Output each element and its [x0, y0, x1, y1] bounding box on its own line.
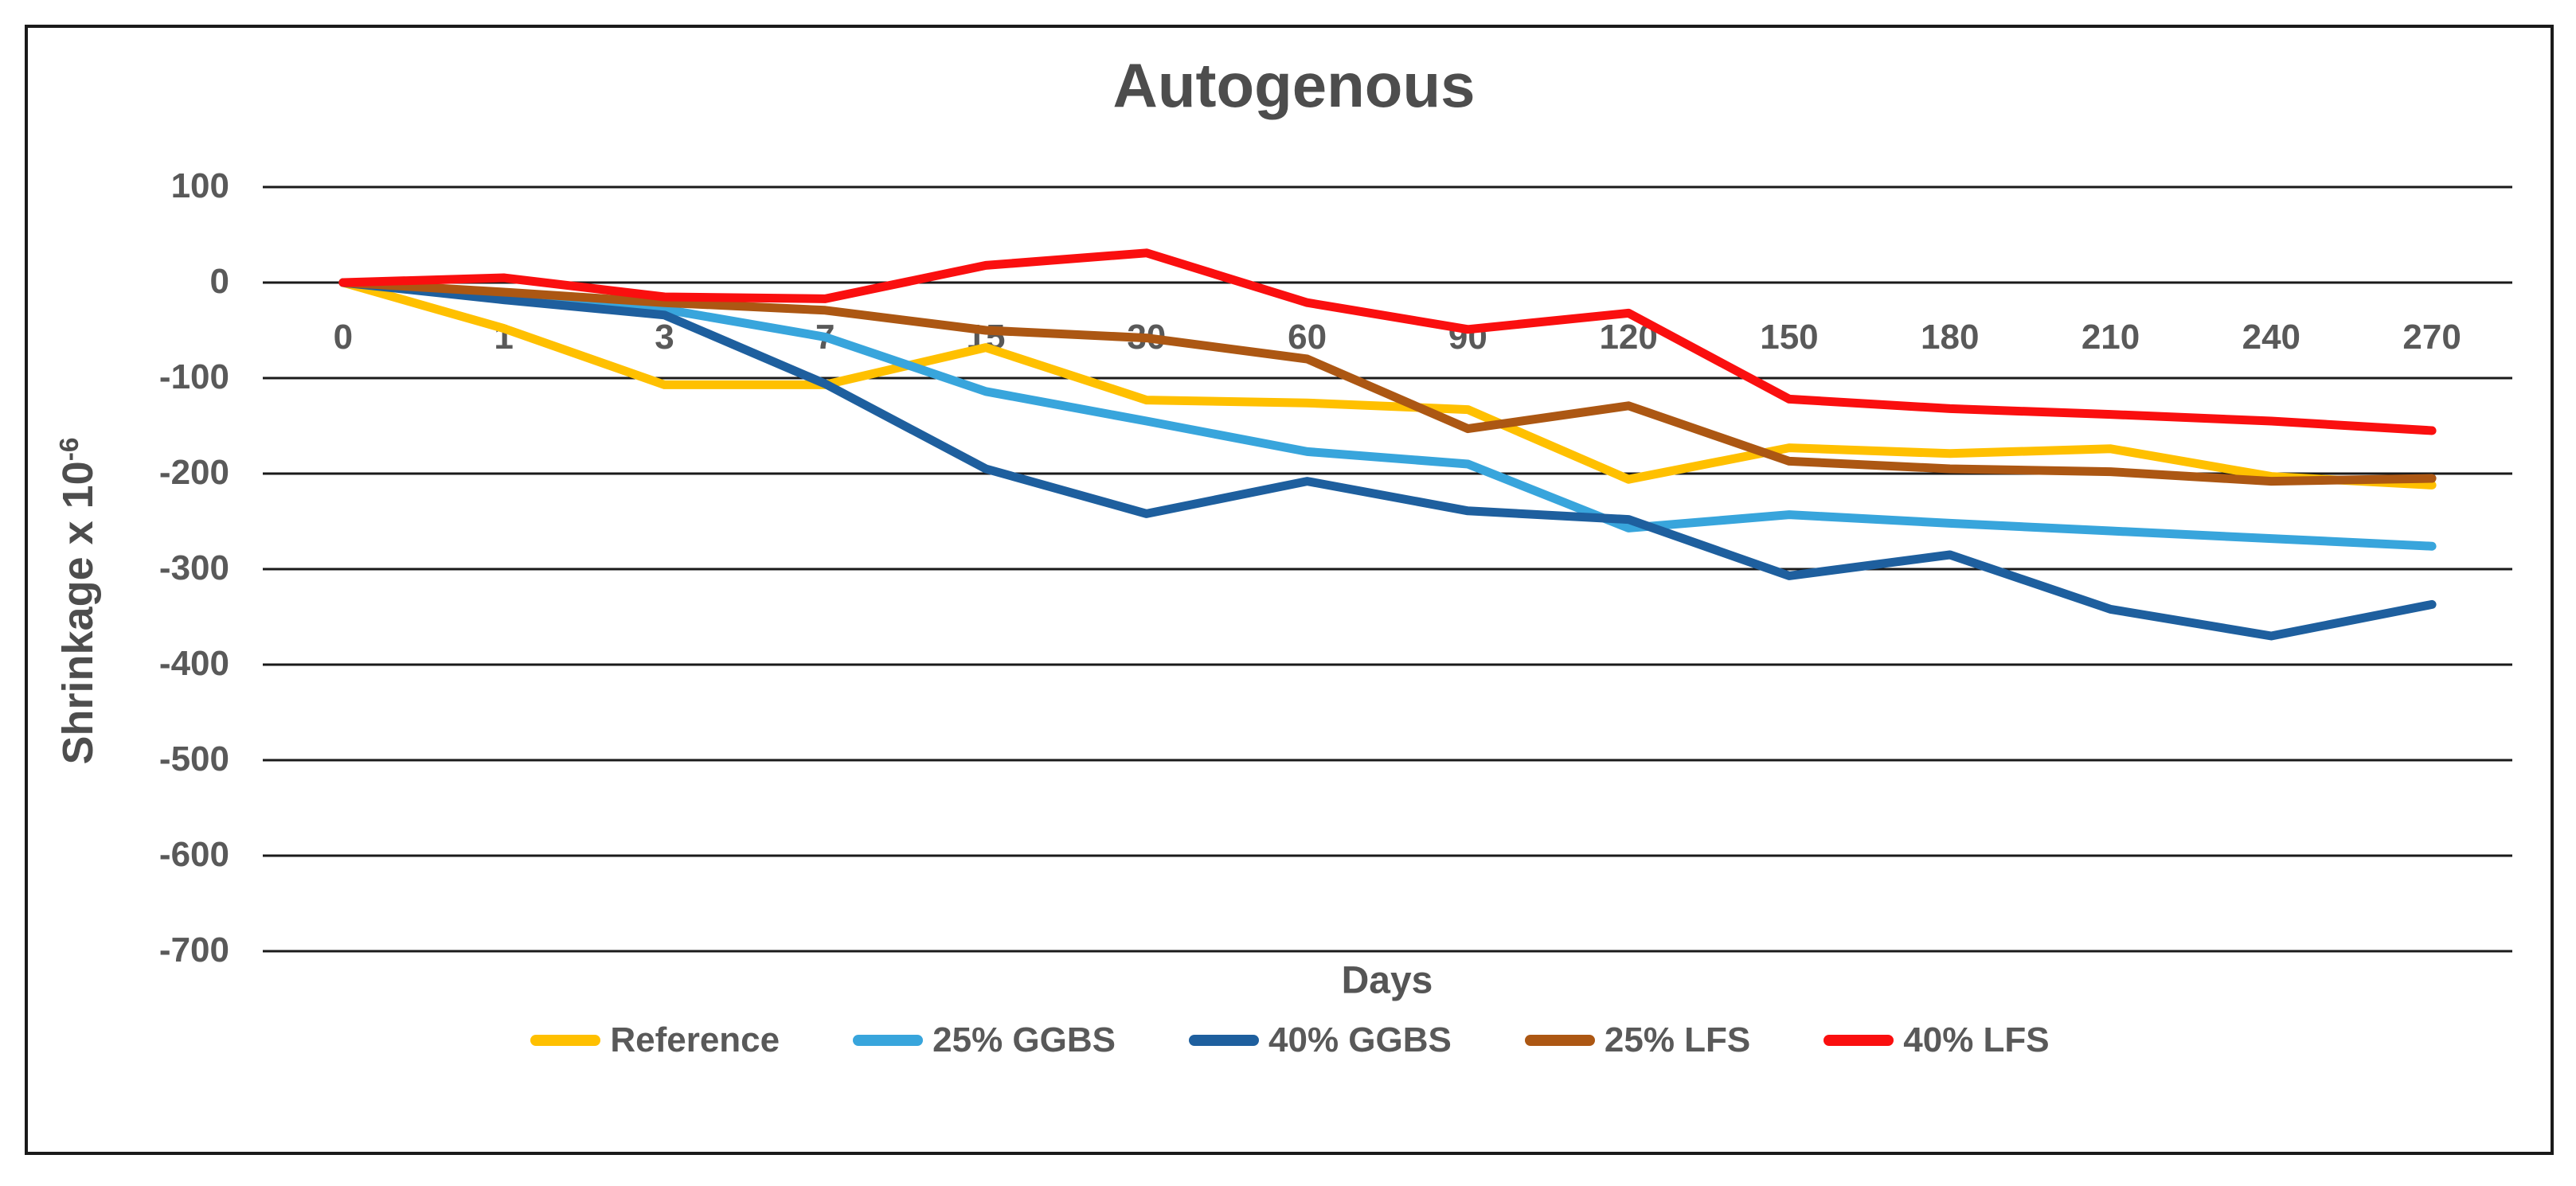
x-axis-tick-label-150: 150	[1760, 318, 1819, 357]
y-axis-tick-label-200: -200	[158, 453, 229, 492]
y-axis-tick-label-700: -700	[158, 930, 229, 969]
legend-label-25-ggbs: 25% GGBS	[932, 1020, 1116, 1059]
y-axis-tick-label-600: -600	[158, 835, 229, 874]
legend-swatch-40-ggbs	[1189, 1035, 1259, 1046]
y-axis-tick-label-400: -400	[158, 644, 229, 683]
chart-frame	[25, 25, 2554, 1155]
legend-item-25-lfs: 25% LFS	[1524, 1020, 1751, 1060]
x-axis-tick-label-270: 270	[2402, 318, 2461, 357]
x-axis-tick-label-60: 60	[1288, 318, 1327, 357]
legend-item-40-ggbs: 40% GGBS	[1189, 1020, 1452, 1060]
legend-item-40-lfs: 40% LFS	[1824, 1020, 2050, 1060]
legend-label-25-lfs: 25% LFS	[1604, 1020, 1751, 1059]
y-axis-tick-label-0: 0	[209, 262, 229, 301]
y-axis-tick-label-500: -500	[158, 739, 229, 778]
legend-label-reference: Reference	[610, 1020, 780, 1059]
x-axis-tick-label-0: 0	[333, 318, 354, 357]
x-axis-tick-label-3: 3	[655, 318, 674, 357]
x-axis-tick-label-180: 180	[1921, 318, 1980, 357]
x-axis-title: Days	[1341, 959, 1433, 1002]
y-axis-tick-label-300: -300	[158, 548, 229, 587]
legend-item-reference: Reference	[530, 1020, 780, 1060]
legend-swatch-25-ggbs	[853, 1035, 924, 1046]
x-axis-tick-label-210: 210	[2081, 318, 2140, 357]
series-line-40-ggbs	[338, 278, 2437, 641]
x-axis-tick-label-240: 240	[2242, 318, 2301, 357]
legend-item-25-ggbs: 25% GGBS	[853, 1020, 1116, 1060]
series-line-25-lfs	[338, 278, 2437, 486]
legend-swatch-25-lfs	[1524, 1035, 1595, 1046]
legend-label-40-lfs: 40% LFS	[1903, 1020, 2050, 1059]
y-axis-tick-label-100: 100	[170, 166, 229, 205]
series-line-reference	[338, 278, 2437, 490]
series-line-25-ggbs	[338, 278, 2437, 551]
chart-title: Autogenous	[1112, 50, 1476, 120]
y-axis-tick-label-100: -100	[158, 357, 229, 396]
legend-swatch-reference	[530, 1035, 601, 1046]
legend-swatch-40-lfs	[1824, 1035, 1894, 1046]
legend-label-40-ggbs: 40% GGBS	[1268, 1020, 1452, 1059]
series-line-40-lfs	[338, 248, 2437, 435]
y-axis-tick-labels: 100 0 -100 -200 -300 -400 -500 -600 -700	[0, 0, 229, 1186]
legend: Reference 25% GGBS 40% GGBS 25% LFS 40% LFS	[29, 1020, 2551, 1060]
